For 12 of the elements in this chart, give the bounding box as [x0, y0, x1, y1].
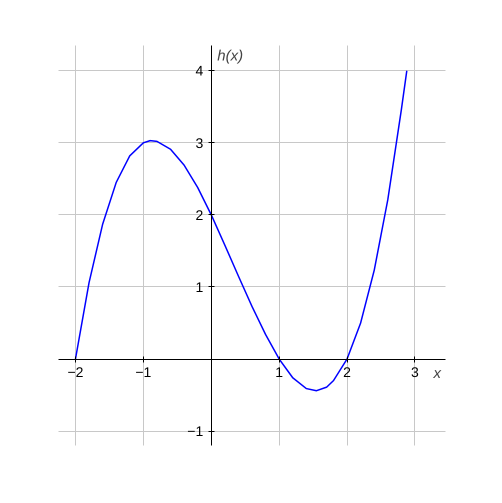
y-axis-title: h(x) — [217, 48, 244, 64]
y-tick-label: 1 — [195, 278, 204, 295]
y-tick-label: 2 — [195, 206, 204, 223]
x-tick-label: 1 — [275, 364, 284, 380]
x-tick-label: 3 — [411, 364, 420, 380]
x-axis-title: x — [432, 365, 442, 382]
y-tick-label: 4 — [195, 62, 204, 79]
y-tick-label: 3 — [195, 134, 204, 151]
x-tick-label: −1 — [135, 364, 152, 380]
y-tick-label: −1 — [187, 423, 204, 440]
x-tick-label: −2 — [67, 364, 84, 380]
x-tick-label: 2 — [343, 364, 352, 380]
